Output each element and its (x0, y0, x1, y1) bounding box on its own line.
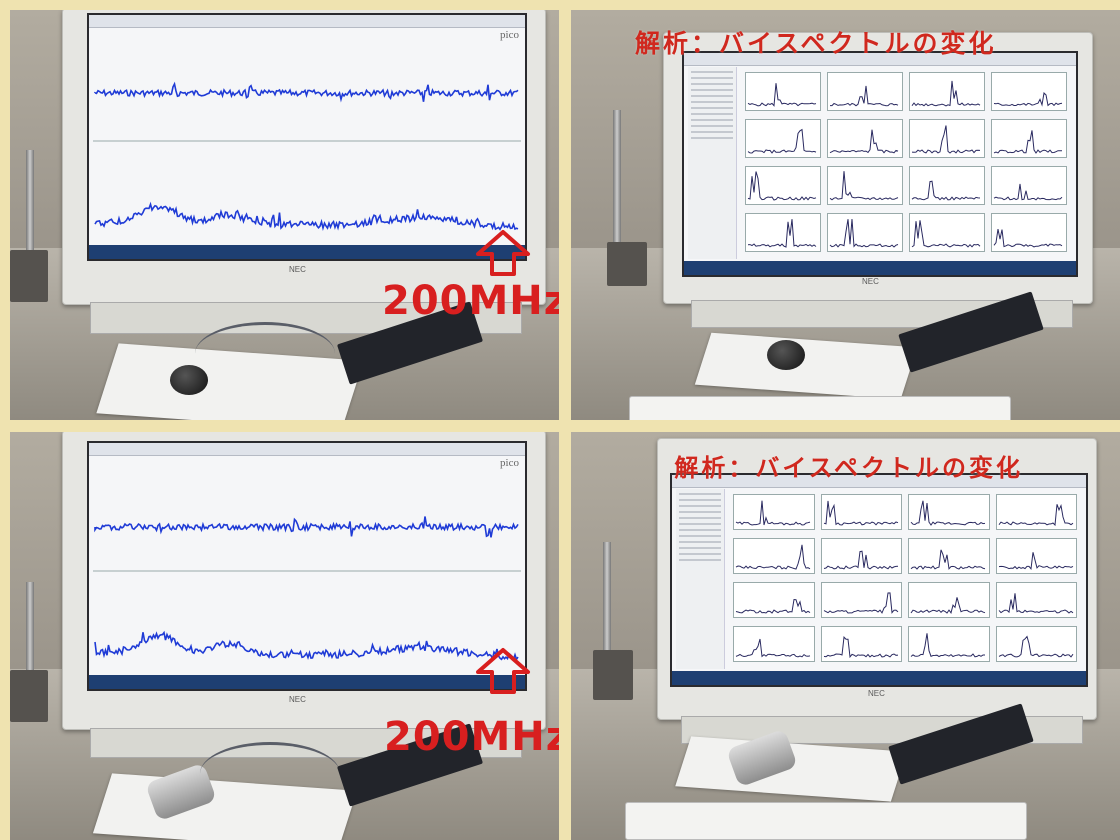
waveform-display (93, 81, 521, 232)
analysis-label: 解析：バイスペクトルの変化 (635, 29, 997, 58)
windows-taskbar (672, 671, 1086, 685)
bispectrum-screen (670, 473, 1088, 687)
app-toolbar (89, 443, 525, 456)
bispectrum-plot-cell (995, 582, 1077, 618)
photo-panel-bottom-right: NEC 解析：バイスペクトルの変化 (571, 432, 1120, 840)
bispectrum-plot-cell (909, 166, 985, 205)
windows-taskbar (684, 261, 1076, 275)
bispectrum-plot-cell (909, 213, 985, 252)
bispectrum-plot-cell (827, 72, 903, 111)
photo-panel-top-left: pico NEC 200MHz (10, 10, 559, 420)
bispectrum-plot-cell (745, 166, 821, 205)
oscilloscope-screen: pico (87, 13, 527, 261)
monitor-brand: NEC (868, 689, 885, 698)
monitor: pico NEC (62, 432, 546, 730)
oscilloscope-screen: pico (87, 441, 527, 691)
acoustic-sensor (767, 340, 805, 370)
app-toolbar (684, 53, 1076, 66)
app-toolbar (672, 475, 1086, 488)
bispectrum-plot-cell (909, 72, 985, 111)
bispectrum-plot-cell (991, 213, 1067, 252)
keyboard (625, 802, 1027, 840)
up-arrow-icon (476, 648, 530, 694)
software-logo: pico (500, 457, 519, 469)
bispectrum-plot-cell (991, 166, 1067, 205)
bispectrum-plot-cell (908, 494, 990, 530)
stand-post (613, 110, 621, 260)
bispectrum-plot-cell (733, 494, 815, 530)
photo-panel-top-right: NEC 解析：バイスペクトルの変化 (571, 10, 1120, 420)
bispectrum-plot-cell (995, 626, 1077, 662)
monitor-brand: NEC (289, 265, 306, 274)
time-waveform-trace (94, 81, 519, 103)
bispectrum-plot-cell (827, 213, 903, 252)
waveform-display (93, 516, 521, 662)
bispectrum-plot-cell (733, 582, 815, 618)
bispectrum-screen (682, 51, 1078, 277)
sensor-cable (200, 742, 340, 805)
bispectrum-plot-cell (745, 119, 821, 158)
monitor: NEC (663, 32, 1093, 304)
bispectrum-plot-cell (827, 119, 903, 158)
frequency-spectrum-trace (94, 630, 519, 662)
bispectrum-plot-cell (733, 538, 815, 574)
bispectrum-plot-cell (991, 119, 1067, 158)
keyboard (629, 396, 1011, 420)
windows-taskbar (89, 245, 525, 259)
bispectrum-plot-cell (733, 626, 815, 662)
bispectrum-plot-cell (995, 494, 1077, 530)
frequency-label: 200MHz (384, 714, 559, 760)
bispectrum-plot-cell (827, 166, 903, 205)
bispectrum-plot-cell (909, 119, 985, 158)
bispectrum-plot-cell (745, 72, 821, 111)
bispectrum-plot-cell (820, 626, 902, 662)
stand-post (26, 150, 34, 300)
stand-post (26, 582, 34, 722)
sensor-cable (195, 322, 335, 385)
frequency-spectrum-trace (94, 201, 519, 232)
bispectrum-plot-cell (908, 582, 990, 618)
windows-taskbar (89, 675, 525, 689)
app-toolbar (89, 15, 525, 28)
parameter-list (676, 489, 725, 669)
software-logo: pico (500, 29, 519, 41)
monitor-brand: NEC (289, 695, 306, 704)
analysis-label: 解析：バイスペクトルの変化 (674, 454, 1023, 482)
bispectrum-plot-cell (820, 582, 902, 618)
bispectrum-plot-cell (908, 538, 990, 574)
photo-panel-bottom-left: pico NEC 200MHz (10, 432, 559, 840)
time-waveform-trace (94, 516, 519, 538)
frequency-label: 200MHz (382, 278, 559, 324)
stand-base (10, 670, 48, 722)
bispectrum-plot-cell (908, 626, 990, 662)
monitor-brand: NEC (862, 277, 879, 286)
bispectrum-plot-cell (995, 538, 1077, 574)
stand-base (607, 242, 647, 286)
acoustic-sensor (170, 365, 208, 395)
stand-base (10, 250, 48, 302)
bispectrum-plot-cell (991, 72, 1067, 111)
bispectrum-plot-cell (820, 538, 902, 574)
bispectrum-plot-cell (820, 494, 902, 530)
up-arrow-icon (476, 230, 530, 276)
stand-post (603, 542, 611, 682)
parameter-list (688, 67, 737, 259)
monitor: pico NEC (62, 10, 546, 305)
bispectrum-plot-cell (745, 213, 821, 252)
monitor: NEC (657, 438, 1097, 720)
stand-base (593, 650, 633, 700)
